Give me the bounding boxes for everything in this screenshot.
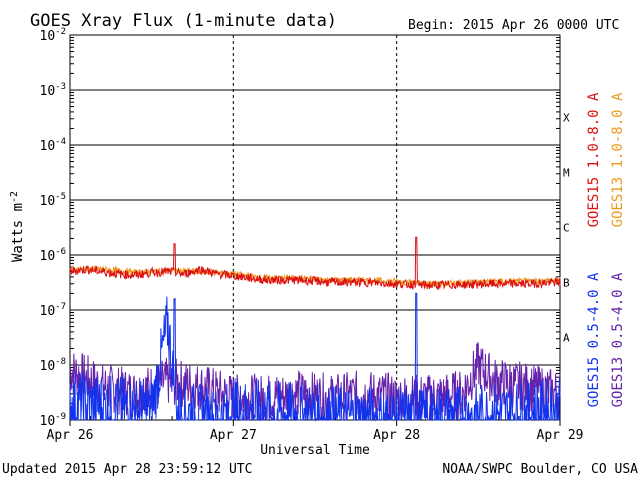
y-tick-label: 10-5	[40, 192, 67, 209]
y-tick-label: 10-7	[40, 302, 67, 319]
flare-class-B: B	[563, 277, 570, 290]
legend-entry-3: GOES15 0.5-4.0 A	[586, 272, 602, 407]
legend-entry-4: GOES13 0.5-4.0 A	[610, 272, 626, 407]
updated-time: Updated 2015 Apr 28 23:59:12 UTC	[2, 462, 252, 477]
x-tick-label: Apr 26	[47, 428, 94, 443]
plot-area	[69, 34, 561, 421]
legend: GOES15 1.0-8.0 A GOES13 1.0-8.0 A GOES15 0…	[586, 92, 626, 407]
grid-lines	[70, 35, 560, 420]
y-axis-label: Watts m-2	[9, 191, 26, 262]
data-series	[69, 236, 561, 422]
credit: NOAA/SWPC Boulder, CO USA	[442, 462, 638, 477]
legend-entry-1: GOES15 1.0-8.0 A	[586, 92, 602, 227]
flare-class-X: X	[563, 112, 570, 125]
y-axis-ticks: 10-9 10-8 10-7 10-6 10-5 10-4 10-3 10-2	[40, 27, 560, 429]
x-tick-label: Apr 27	[210, 428, 257, 443]
y-tick-label: 10-6	[40, 247, 67, 264]
y-tick-label: 10-3	[40, 82, 67, 99]
x-tick-label: Apr 29	[537, 428, 584, 443]
x-axis-label: Universal Time	[260, 443, 370, 458]
begin-time: Begin: 2015 Apr 26 0000 UTC	[408, 18, 619, 33]
y-tick-label: 10-2	[40, 27, 67, 44]
flare-class-A: A	[563, 332, 570, 345]
chart-title: GOES Xray Flux (1-minute data)	[30, 11, 337, 31]
y-tick-label: 10-8	[40, 357, 67, 374]
series-line-1	[69, 236, 561, 291]
legend-entry-2: GOES13 1.0-8.0 A	[610, 92, 626, 227]
flare-class-labels: A B C M X	[563, 112, 570, 345]
x-tick-label: Apr 28	[373, 428, 420, 443]
y-tick-label: 10-4	[40, 137, 67, 154]
y-tick-label: 10-9	[40, 412, 67, 429]
series-line-3	[69, 292, 561, 422]
flare-class-M: M	[563, 167, 570, 180]
flare-class-C: C	[563, 222, 570, 235]
